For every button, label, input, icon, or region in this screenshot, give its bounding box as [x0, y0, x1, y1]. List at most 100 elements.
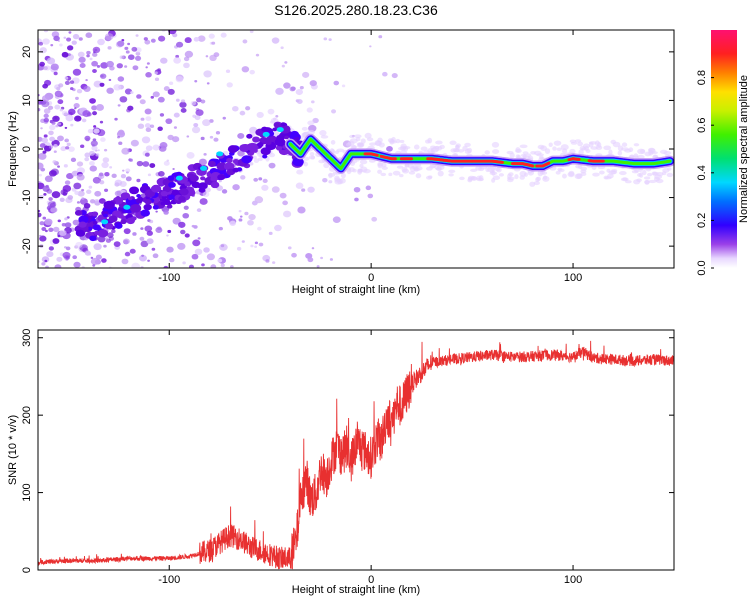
spectrogram-halo-blob	[369, 142, 377, 146]
spectrogram-noise-blob	[148, 219, 154, 224]
spectrogram-noise-blob	[194, 248, 203, 255]
spectrogram-ridge-blob	[232, 167, 239, 173]
spectrogram-noise-blob	[198, 158, 207, 166]
snr-plot-area	[38, 340, 674, 570]
spectrogram-halo-blob	[633, 153, 639, 158]
spectrogram-noise-blob	[197, 237, 201, 240]
spectrogram-noise-blob	[144, 39, 151, 45]
spectrogram-halo-blob	[492, 175, 501, 181]
spectrogram-noise-blob	[299, 85, 304, 90]
spectrogram-ridge-blob	[239, 144, 250, 152]
spectrogram-noise-blob	[145, 116, 152, 122]
spectrogram-noise-blob	[132, 232, 137, 236]
spectrogram-noise-blob	[132, 65, 139, 71]
spectrogram-ridge-blob	[160, 201, 166, 206]
spectrogram-noise-blob	[149, 124, 155, 129]
spectrogram-noise-blob	[38, 212, 42, 218]
spectrogram-halo-blob	[354, 134, 362, 139]
spectrogram-noise-blob	[119, 55, 124, 59]
spectrogram-halo-blob	[628, 155, 635, 159]
spectrogram-halo-blob	[303, 161, 309, 167]
spectrogram-noise-blob	[175, 98, 180, 102]
spectrogram-noise-blob	[45, 229, 48, 233]
spectrogram-noise-blob	[220, 244, 225, 248]
spectrogram-noise-blob	[129, 158, 133, 162]
spectrogram-ridge-blob	[92, 224, 101, 231]
spectrogram-y-tick-label: -10	[21, 190, 33, 206]
spectrogram-noise-blob	[206, 253, 215, 261]
spectrogram-noise-blob	[65, 146, 70, 150]
spectrogram-halo-blob	[507, 173, 512, 179]
spectrogram-halo-blob	[330, 140, 336, 145]
spectrogram-halo-blob	[621, 142, 628, 147]
spectrogram-halo-blob	[359, 159, 368, 165]
spectrogram-ridge-blob	[76, 229, 85, 236]
spectrogram-halo-blob	[553, 140, 562, 146]
spectrogram-halo-blob	[491, 149, 500, 154]
spectrogram-ridge-blob	[120, 192, 131, 200]
spectrogram-noise-blob	[78, 56, 86, 63]
spectrogram-noise-blob	[157, 126, 163, 131]
spectrogram-noise-blob	[227, 216, 233, 221]
spectrogram-noise-blob	[75, 115, 82, 121]
spectrogram-noise-blob	[44, 218, 53, 226]
spectrogram-ridge-blob	[171, 189, 180, 196]
spectrogram-halo-blob	[592, 172, 600, 177]
spectrogram-noise-blob	[206, 82, 210, 85]
spectrogram-halo-blob	[514, 174, 519, 180]
spectrogram-noise-blob	[67, 195, 74, 200]
spectrogram-noise-blob	[186, 151, 195, 159]
spectrogram-noise-blob	[210, 264, 217, 268]
spectrogram-halo-blob	[377, 161, 383, 167]
spectrogram-halo-blob	[362, 168, 371, 174]
spectrogram-ridge-blob	[197, 184, 204, 189]
spectrogram-noise-blob	[39, 235, 47, 242]
spectrogram-ridge-blob	[140, 209, 150, 217]
spectrogram-noise-blob	[158, 35, 166, 42]
spectrogram-noise-blob	[322, 177, 328, 183]
spectrogram-halo-blob	[411, 165, 419, 170]
spectrogram-noise-blob	[117, 104, 121, 107]
spectrogram-halo-blob	[399, 173, 404, 178]
spectrogram-noise-blob	[42, 150, 47, 154]
spectrogram-halo-blob	[489, 171, 498, 176]
spectrogram-noise-blob	[173, 112, 180, 118]
spectrogram-noise-blob	[367, 193, 374, 199]
spectrogram-noise-blob	[150, 38, 156, 43]
spectrogram-noise-blob	[50, 43, 54, 47]
spectrogram-noise-blob	[172, 167, 175, 170]
spectrogram-halo-blob	[397, 146, 406, 151]
spectrogram-noise-blob	[152, 144, 160, 151]
spectrogram-noise-blob	[91, 145, 98, 151]
spectrogram-noise-blob	[139, 236, 145, 241]
spectrogram-noise-blob	[238, 218, 243, 222]
spectrogram-noise-blob	[101, 258, 107, 263]
spectrogram-x-ticks: -100 0 100	[158, 30, 582, 284]
spectrogram-noise-blob	[124, 65, 128, 68]
spectrogram-noise-blob	[124, 88, 133, 95]
spectrogram-ridge-blob	[247, 143, 259, 152]
spectrogram-noise-blob	[202, 191, 210, 198]
spectrogram-ridge-blob	[97, 229, 109, 238]
spectrogram-halo-blob	[633, 143, 640, 147]
spectrogram-ridge-blob	[166, 204, 173, 209]
spectrogram-noise-blob	[175, 41, 184, 48]
spectrogram-noise-blob	[43, 192, 47, 196]
spectrogram-noise-blob	[218, 179, 222, 183]
spectrogram-halo-blob	[611, 168, 618, 173]
ridge-hot-segment	[470, 159, 504, 164]
colorbar-tick-label: 0.4	[696, 165, 708, 180]
spectrogram-noise-blob	[51, 139, 60, 147]
spectrogram-noise-blob	[111, 173, 117, 179]
spectrogram-halo-blob	[509, 152, 515, 159]
spectrogram-noise-blob	[191, 126, 201, 134]
spectrogram-noise-blob	[121, 147, 130, 155]
spectrogram-ridge-blob	[131, 216, 137, 221]
spectrogram-noise-blob	[94, 190, 102, 197]
spectrogram-noise-blob	[41, 100, 50, 108]
spectrogram-ridge-blob	[127, 196, 133, 201]
spectrogram-noise-blob	[64, 126, 68, 129]
spectrogram-ridge	[101, 127, 674, 225]
spectrogram-halo-blob	[552, 146, 557, 151]
spectrogram-noise-blob	[49, 136, 56, 142]
